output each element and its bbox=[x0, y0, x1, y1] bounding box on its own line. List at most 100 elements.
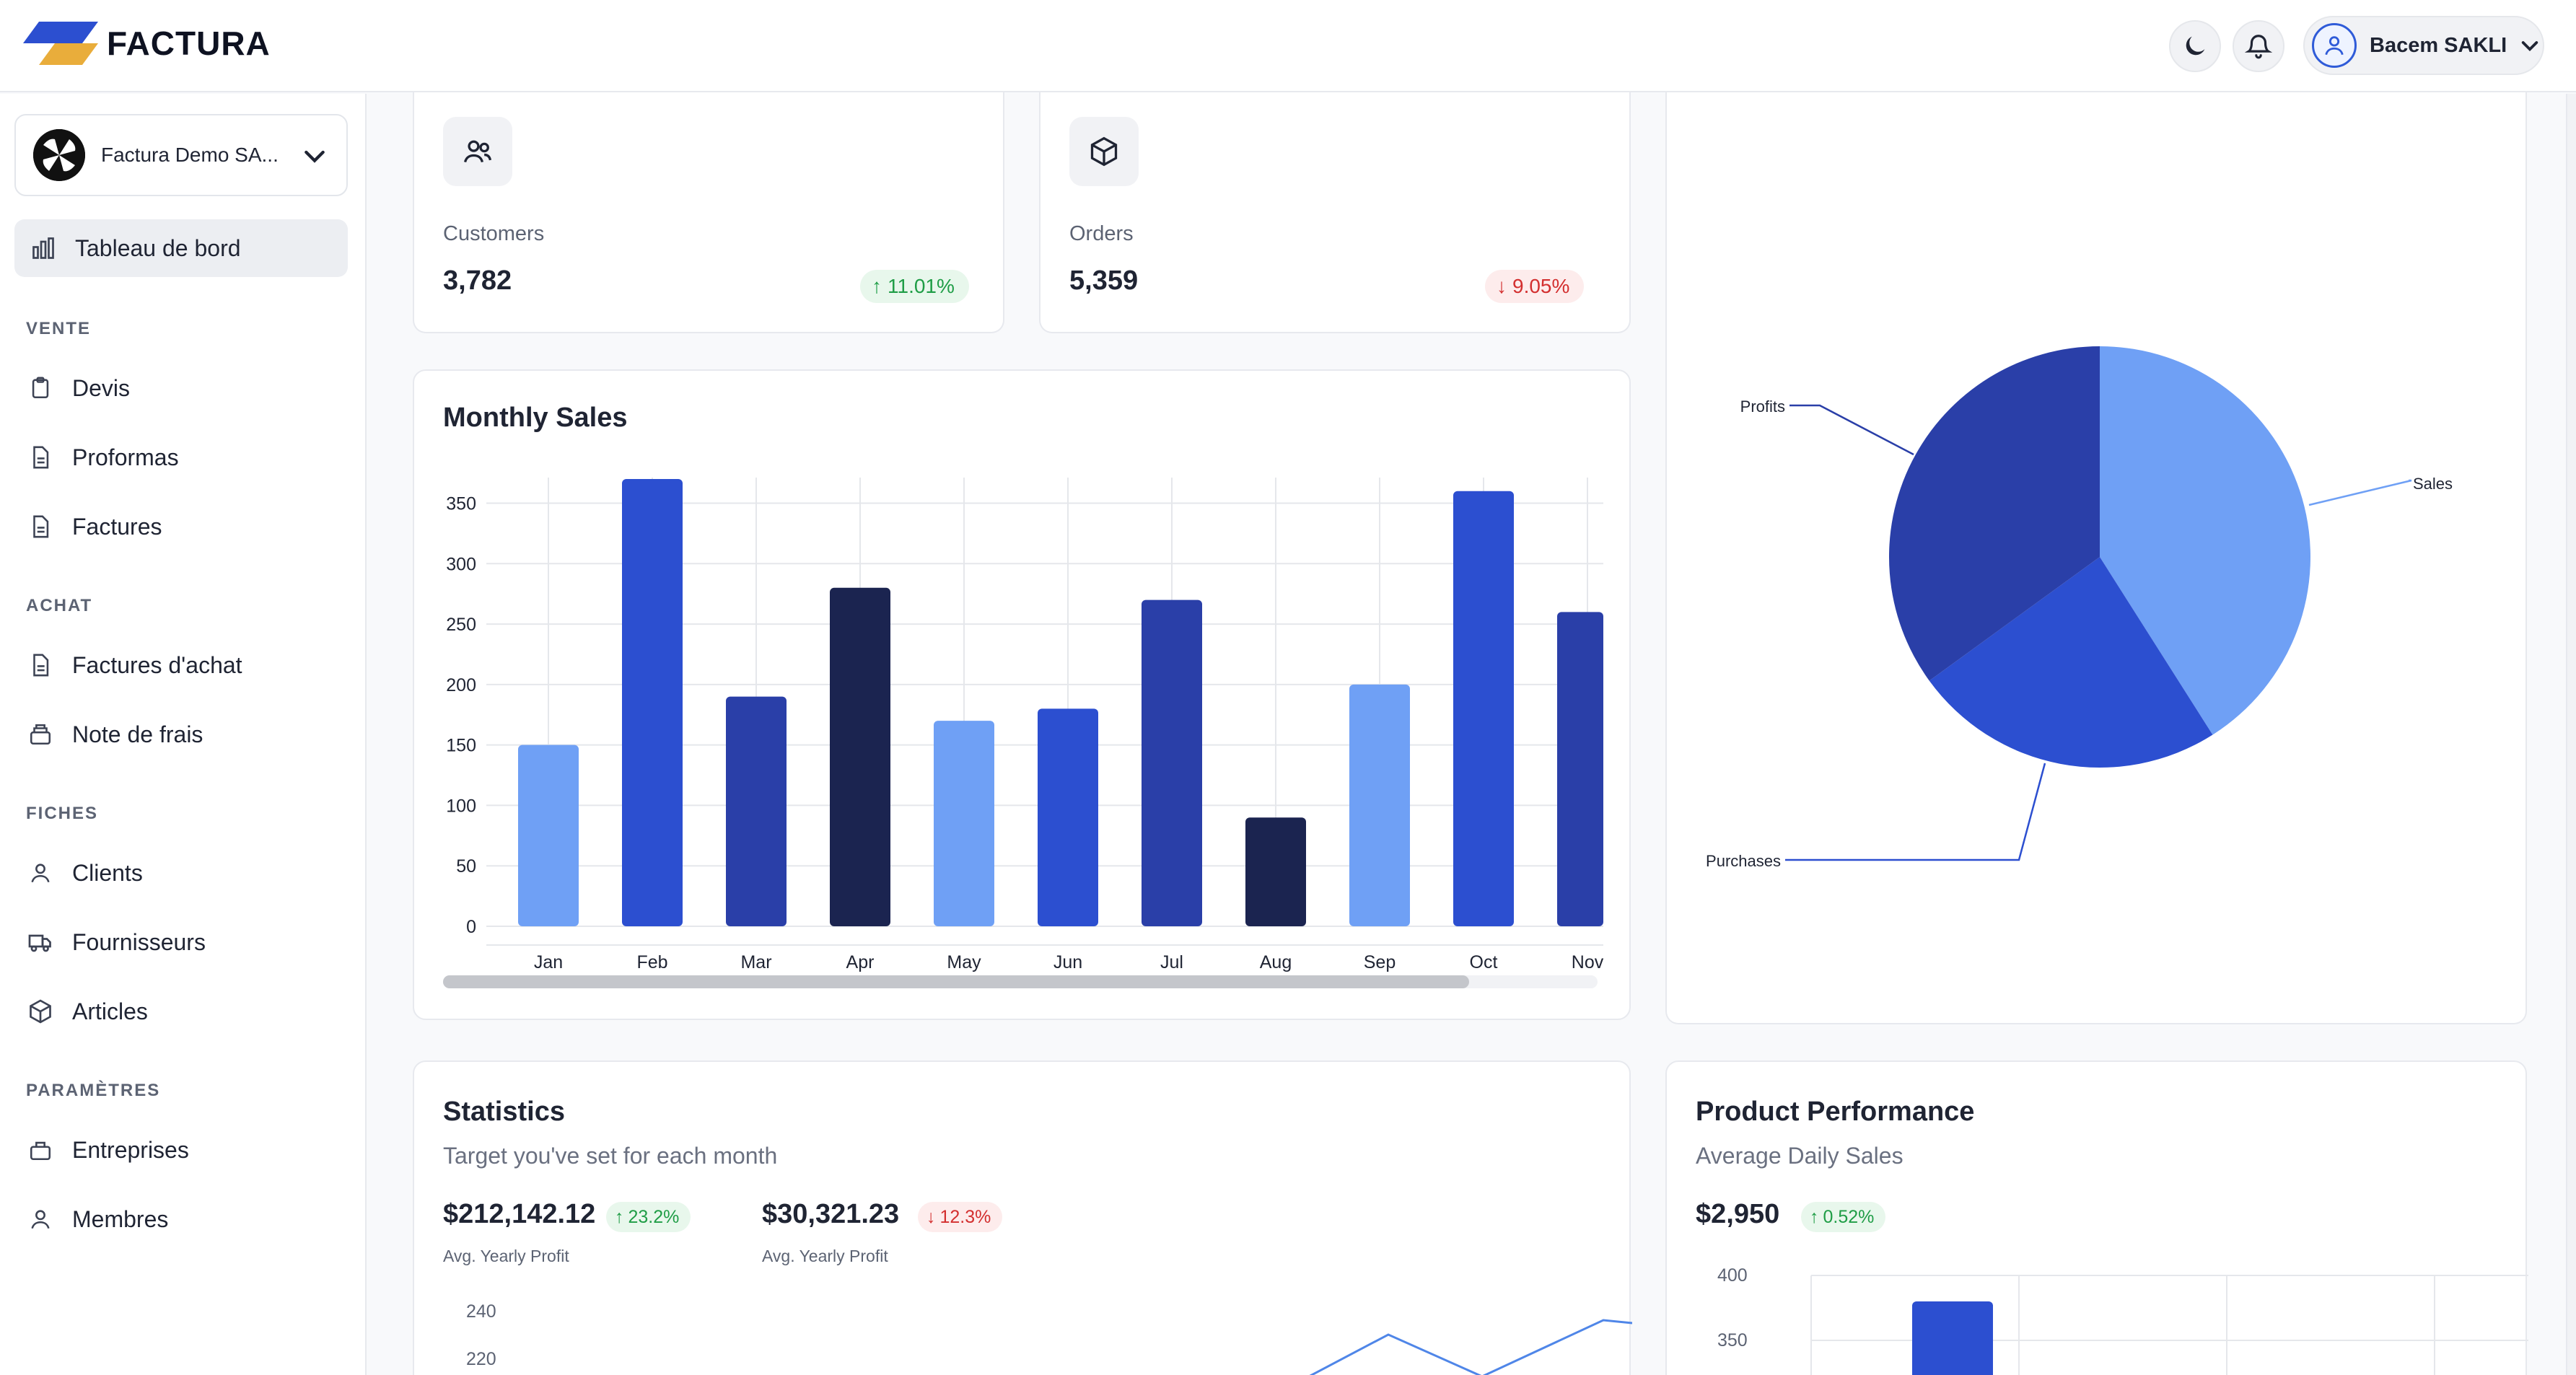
x-tick-label: Aug bbox=[1260, 952, 1292, 972]
dark-mode-toggle[interactable] bbox=[2169, 20, 2221, 72]
company-logo-icon bbox=[33, 129, 85, 181]
sidebar-item-clients[interactable]: Clients bbox=[26, 851, 143, 895]
sidebar-item-factures[interactable]: Factures bbox=[26, 505, 162, 548]
company-selector[interactable]: Factura Demo SA... bbox=[14, 114, 348, 196]
bar-apr bbox=[830, 587, 890, 926]
document-icon bbox=[26, 651, 55, 680]
moon-icon bbox=[2186, 36, 2205, 56]
sidebar-item-note-frais[interactable]: Note de frais bbox=[26, 713, 203, 756]
stat-label: Customers bbox=[443, 222, 545, 245]
y-tick-label: 200 bbox=[446, 675, 476, 695]
bar-jan bbox=[518, 744, 579, 926]
y-tick-label: 350 bbox=[1717, 1330, 1748, 1350]
chevron-down-icon bbox=[2521, 41, 2538, 51]
sidebar-item-label: Factures d'achat bbox=[72, 651, 242, 678]
user-name: Bacem SAKLI bbox=[2370, 33, 2507, 57]
profit-caption: Avg. Yearly Profit bbox=[762, 1247, 888, 1265]
bar-sep bbox=[1349, 684, 1410, 926]
orders-card: Orders 5,359 ↓ 9.05% bbox=[1039, 92, 1631, 333]
x-tick-label: Nov bbox=[1572, 952, 1604, 972]
brand-logo[interactable]: FACTURA bbox=[23, 22, 271, 65]
bar-may bbox=[934, 721, 994, 926]
arrow-up-icon: ↑ bbox=[615, 1206, 624, 1227]
scrollbar-thumb[interactable] bbox=[443, 975, 1469, 988]
sidebar-item-entreprises[interactable]: Entreprises bbox=[26, 1128, 189, 1172]
arrow-down-icon: ↓ bbox=[1497, 275, 1507, 297]
y-tick-label: 220 bbox=[466, 1349, 496, 1369]
bar-oct bbox=[1453, 491, 1514, 926]
y-tick-label: 100 bbox=[446, 796, 476, 816]
user-menu[interactable]: Bacem SAKLI bbox=[2303, 16, 2544, 75]
leader-line bbox=[2308, 479, 2412, 506]
pie-slice-sales bbox=[2100, 346, 2310, 735]
sidebar-item-label: Clients bbox=[72, 859, 143, 886]
section-achat: ACHAT bbox=[26, 596, 93, 615]
sidebar-item-articles[interactable]: Articles bbox=[26, 990, 148, 1033]
document-icon bbox=[26, 512, 55, 541]
box-icon bbox=[1069, 117, 1139, 186]
sidebar-item-fournisseurs[interactable]: Fournisseurs bbox=[26, 921, 206, 964]
x-tick-label: Apr bbox=[846, 952, 875, 972]
section-fiches: FICHES bbox=[26, 804, 99, 823]
bar bbox=[1912, 1301, 1993, 1375]
sidebar-item-devis[interactable]: Devis bbox=[26, 366, 130, 410]
factura-logo-icon bbox=[23, 22, 98, 65]
sidebar-item-membres[interactable]: Membres bbox=[26, 1198, 168, 1241]
top-header: FACTURA Bacem SAKLI bbox=[0, 0, 2576, 92]
performance-value: $2,950 bbox=[1696, 1199, 1780, 1229]
change-value: 0.52% bbox=[1823, 1206, 1875, 1227]
slice-label: Purchases bbox=[1706, 852, 1781, 870]
y-tick-label: 50 bbox=[456, 856, 476, 877]
x-tick-label: Mar bbox=[740, 952, 771, 972]
change-badge: ↓ 12.3% bbox=[918, 1202, 1003, 1232]
pie-chart: Sales Purchases Profits bbox=[1706, 346, 2453, 870]
performance-title: Product Performance bbox=[1696, 1097, 1975, 1127]
user-icon bbox=[2325, 36, 2344, 56]
avatar bbox=[2312, 23, 2357, 68]
truck-icon bbox=[26, 928, 55, 957]
page-scrollbar[interactable] bbox=[2566, 94, 2576, 1375]
x-tick-label: Jan bbox=[534, 952, 563, 972]
stat-label: Orders bbox=[1069, 222, 1134, 245]
slice-label: Sales bbox=[2413, 475, 2453, 493]
leader-line bbox=[1789, 404, 1914, 456]
sidebar-item-proformas[interactable]: Proformas bbox=[26, 436, 179, 479]
chart-scrollbar[interactable] bbox=[443, 975, 1598, 988]
sidebar-item-label: Entreprises bbox=[72, 1136, 189, 1163]
y-tick-label: 0 bbox=[466, 917, 476, 937]
monthly-sales-chart: 0 50 100 150 200 250 300 350 Jan Feb Mar Apr May Jun J… bbox=[446, 478, 1604, 972]
x-tick-label: Jun bbox=[1053, 952, 1082, 972]
profit-caption: Avg. Yearly Profit bbox=[443, 1247, 569, 1265]
sidebar-item-label: Articles bbox=[72, 998, 148, 1024]
chevron-down-icon bbox=[305, 150, 325, 163]
x-tick-label: Sep bbox=[1364, 952, 1396, 972]
change-value: 9.05% bbox=[1512, 275, 1570, 297]
arrow-down-icon: ↓ bbox=[926, 1206, 936, 1227]
statistics-subtitle: Target you've set for each month bbox=[443, 1143, 778, 1169]
change-value: 11.01% bbox=[888, 275, 955, 297]
monthly-sales-card: Monthly Sales 0 50 100 150 200 250 300 350 Jan Fe… bbox=[413, 369, 1631, 1020]
performance-bar-chart bbox=[1810, 1275, 2528, 1375]
section-parametres: PARAMÈTRES bbox=[26, 1081, 161, 1100]
x-tick-label: Feb bbox=[636, 952, 667, 972]
statistics-title: Statistics bbox=[443, 1097, 565, 1127]
sidebar-item-factures-achat[interactable]: Factures d'achat bbox=[26, 643, 242, 687]
clipboard-icon bbox=[26, 374, 55, 403]
sidebar-item-dashboard[interactable]: Tableau de bord bbox=[14, 219, 348, 277]
customers-card: Customers 3,782 ↑ 11.01% bbox=[413, 92, 1004, 333]
chart-title: Monthly Sales bbox=[443, 403, 628, 433]
notifications-button[interactable] bbox=[2233, 20, 2284, 72]
stat-value: 5,359 bbox=[1069, 265, 1139, 296]
y-tick-label: 300 bbox=[446, 554, 476, 574]
y-tick-label: 250 bbox=[446, 615, 476, 635]
y-tick-label: 400 bbox=[1717, 1265, 1748, 1286]
change-badge: ↑ 11.01% bbox=[860, 270, 969, 303]
sidebar-item-label: Fournisseurs bbox=[72, 928, 206, 955]
bar-chart-icon bbox=[29, 234, 58, 263]
sidebar-item-label: Devis bbox=[72, 374, 131, 401]
users-icon bbox=[443, 117, 512, 186]
arrow-up-icon: ↑ bbox=[1810, 1206, 1819, 1227]
bar-nov bbox=[1557, 612, 1603, 926]
pie-chart-card: Sales Purchases Profits bbox=[1665, 92, 2527, 1024]
briefcase-icon bbox=[26, 1135, 55, 1164]
